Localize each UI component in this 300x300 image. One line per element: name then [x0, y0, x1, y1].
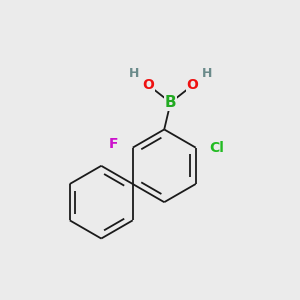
Text: Cl: Cl	[209, 141, 224, 154]
Text: H: H	[129, 67, 140, 80]
Text: O: O	[142, 78, 154, 92]
Text: H: H	[202, 67, 212, 80]
Text: B: B	[165, 95, 176, 110]
Text: O: O	[187, 78, 199, 92]
Text: F: F	[109, 137, 118, 152]
